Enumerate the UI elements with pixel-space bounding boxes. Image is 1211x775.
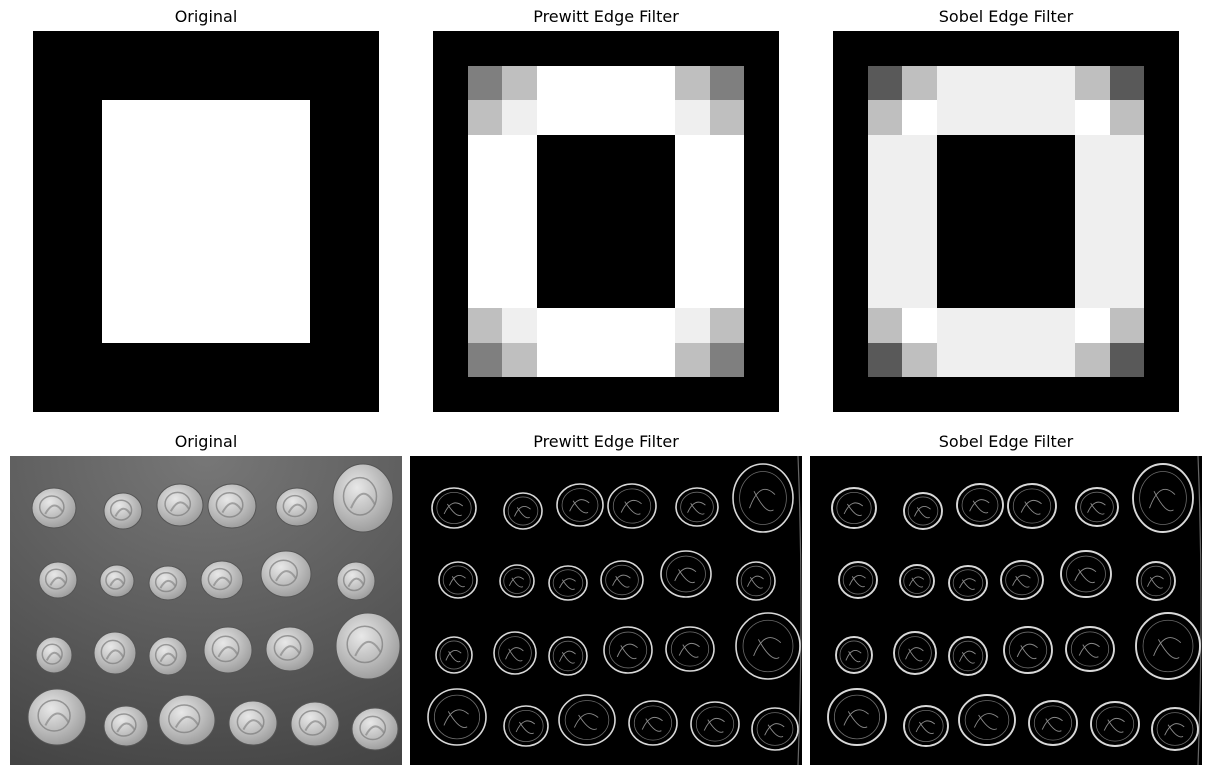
coin — [956, 483, 1004, 527]
panel-title-prewitt-top: Prewitt Edge Filter — [533, 7, 679, 26]
panel-title-sobel-bottom: Sobel Edge Filter — [938, 432, 1074, 451]
coin — [332, 463, 394, 533]
coin — [203, 626, 253, 674]
coin — [948, 565, 988, 601]
coin — [1090, 701, 1140, 747]
coin — [207, 483, 257, 529]
sobel-coins-image — [810, 456, 1202, 765]
coin — [600, 560, 644, 600]
coin — [1007, 483, 1057, 529]
coin — [1028, 700, 1078, 746]
coin — [31, 487, 77, 529]
coin — [1060, 550, 1112, 598]
coin — [1003, 626, 1053, 674]
coins-background — [810, 456, 1202, 765]
coin — [690, 701, 740, 747]
coin — [275, 487, 319, 527]
coin — [351, 707, 399, 751]
coin — [835, 636, 873, 674]
coin — [1132, 463, 1194, 533]
sobel-square-image — [833, 31, 1179, 412]
coin — [607, 483, 657, 529]
coin — [675, 487, 719, 527]
coin — [903, 492, 943, 530]
coin — [948, 636, 988, 676]
image-edge-line — [1197, 456, 1202, 765]
prewitt-square-canvas — [433, 31, 779, 412]
coin — [156, 483, 204, 527]
original-coins-image — [10, 456, 402, 765]
coin — [99, 564, 135, 598]
sobel-square-canvas — [833, 31, 1179, 412]
coin — [431, 487, 477, 529]
coin — [751, 707, 799, 751]
coin — [903, 705, 949, 747]
coin — [290, 701, 340, 747]
coin — [1151, 707, 1199, 751]
panel-title-prewitt-bottom: Prewitt Edge Filter — [533, 432, 679, 451]
coin — [660, 550, 712, 598]
coin — [899, 564, 935, 598]
original-coins-canvas — [10, 456, 402, 765]
coin — [493, 631, 537, 675]
coin — [958, 694, 1016, 746]
coin — [1135, 612, 1201, 680]
coin — [831, 487, 877, 529]
coin — [1065, 626, 1115, 672]
coin — [665, 626, 715, 672]
prewitt-coins-image — [410, 456, 802, 765]
coin — [548, 565, 588, 601]
panel-title-original-top: Original — [174, 7, 238, 26]
coin — [93, 631, 137, 675]
coin — [38, 561, 78, 599]
coin — [827, 688, 887, 746]
prewitt-square-image — [433, 31, 779, 412]
coin — [158, 694, 216, 746]
panel-title-original-bottom: Original — [174, 432, 238, 451]
coin — [556, 483, 604, 527]
original-square-image — [33, 31, 379, 412]
coin — [1075, 487, 1119, 527]
coin — [499, 564, 535, 598]
coin — [103, 705, 149, 747]
coin — [228, 700, 278, 746]
sobel-coins-canvas — [810, 456, 1202, 765]
coin — [732, 463, 794, 533]
coin — [148, 636, 188, 676]
coin — [336, 561, 376, 601]
coin — [335, 612, 401, 680]
coin — [438, 561, 478, 599]
coin — [548, 636, 588, 676]
coin — [735, 612, 801, 680]
coin — [628, 700, 678, 746]
image-edge-line — [797, 456, 802, 765]
coin — [427, 688, 487, 746]
coins-background — [410, 456, 802, 765]
coin — [27, 688, 87, 746]
coin — [1136, 561, 1176, 601]
coin — [103, 492, 143, 530]
coin — [893, 631, 937, 675]
coin — [435, 636, 473, 674]
coin — [35, 636, 73, 674]
original-square-canvas — [33, 31, 379, 412]
coin — [1000, 560, 1044, 600]
prewitt-coins-canvas — [410, 456, 802, 765]
coin — [558, 694, 616, 746]
coin — [200, 560, 244, 600]
coin — [603, 626, 653, 674]
coin — [838, 561, 878, 599]
coin — [503, 705, 549, 747]
coin — [260, 550, 312, 598]
coin — [265, 626, 315, 672]
coin — [148, 565, 188, 601]
panel-title-sobel-top: Sobel Edge Filter — [938, 7, 1074, 26]
coin — [736, 561, 776, 601]
coin — [503, 492, 543, 530]
